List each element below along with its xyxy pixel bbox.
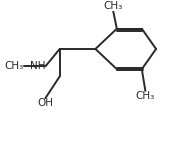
Text: NH: NH — [30, 61, 45, 71]
Text: CH₃: CH₃ — [136, 91, 155, 101]
Text: OH: OH — [37, 98, 53, 108]
Text: CH₃: CH₃ — [5, 61, 24, 71]
Text: CH₃: CH₃ — [104, 1, 123, 11]
